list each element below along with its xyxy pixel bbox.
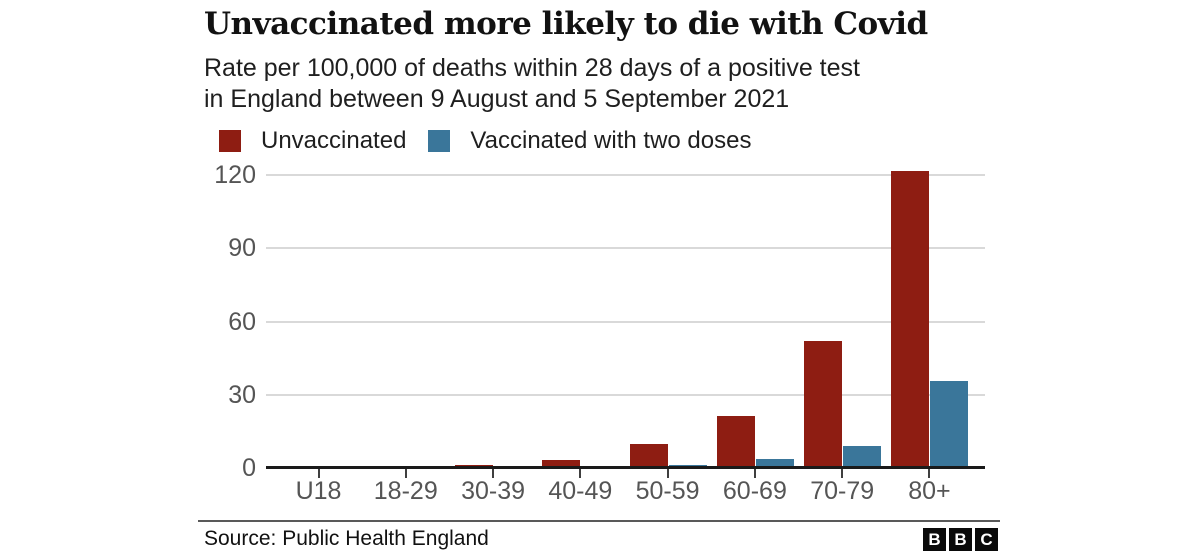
gridline-60 xyxy=(266,320,985,323)
bbc-logo-letter: C xyxy=(975,528,998,551)
chart-subtitle: Rate per 100,000 of deaths within 28 day… xyxy=(204,53,860,115)
gridline-30 xyxy=(266,393,985,396)
bar-vaccinated-80+ xyxy=(930,380,969,468)
y-tick-label-0: 0 xyxy=(242,454,256,482)
x-tick-label-60-69: 60-69 xyxy=(722,477,787,505)
x-tick-label-18-29: 18-29 xyxy=(373,477,438,505)
gridline-120 xyxy=(266,174,985,176)
chart-subtitle-line1: Rate per 100,000 of deaths within 28 day… xyxy=(204,54,860,82)
x-tick-50-59 xyxy=(666,469,669,478)
y-tick-label-90: 90 xyxy=(228,234,256,263)
legend-label-vaccinated: Vaccinated with two doses xyxy=(470,127,752,154)
bar-unvaccinated-40-49 xyxy=(542,459,581,468)
x-tick-80+ xyxy=(928,469,931,478)
x-tick-label-80+: 80+ xyxy=(908,477,951,505)
bar-unvaccinated-70-79 xyxy=(804,341,843,468)
x-tick-40-49 xyxy=(579,469,582,478)
legend-item-unvaccinated: Unvaccinated xyxy=(219,127,406,155)
x-tick-label-70-79: 70-79 xyxy=(810,477,875,505)
gridline-90 xyxy=(266,247,985,250)
bbc-logo-letter: B xyxy=(949,528,972,551)
legend-item-vaccinated: Vaccinated with two doses xyxy=(428,127,751,155)
source-credit: Source: Public Health England xyxy=(204,527,489,550)
bar-unvaccinated-60-69 xyxy=(716,415,755,468)
legend-swatch-unvaccinated xyxy=(219,130,241,152)
x-tick-label-U18: U18 xyxy=(295,477,342,505)
x-tick-label-30-39: 30-39 xyxy=(461,477,526,505)
x-tick-70-79 xyxy=(841,469,844,478)
y-tick-label-30: 30 xyxy=(228,380,256,409)
legend-label-unvaccinated: Unvaccinated xyxy=(261,127,407,154)
y-tick-label-60: 60 xyxy=(228,307,256,336)
bar-unvaccinated-50-59 xyxy=(629,444,668,468)
x-tick-label-40-49: 40-49 xyxy=(548,477,613,505)
x-axis-line xyxy=(266,466,985,469)
x-tick-30-39 xyxy=(492,469,495,478)
footer-separator xyxy=(198,520,1000,522)
bar-vaccinated-70-79 xyxy=(843,446,882,468)
x-tick-18-29 xyxy=(404,469,407,478)
bbc-logo: B B C xyxy=(923,528,998,551)
x-tick-U18 xyxy=(317,469,320,478)
bbc-logo-letter: B xyxy=(923,528,946,551)
bar-unvaccinated-80+ xyxy=(891,171,930,468)
plot-area xyxy=(266,171,985,468)
bar-vaccinated-60-69 xyxy=(755,459,794,468)
chart-legend: Unvaccinated Vaccinated with two doses xyxy=(219,127,751,155)
x-tick-60-69 xyxy=(753,469,756,478)
x-tick-label-50-59: 50-59 xyxy=(635,477,700,505)
y-tick-label-120: 120 xyxy=(214,161,256,189)
chart-title: Unvaccinated more likely to die with Cov… xyxy=(204,6,928,42)
chart-subtitle-line2: in England between 9 August and 5 Septem… xyxy=(204,85,790,113)
legend-swatch-vaccinated xyxy=(428,130,451,152)
